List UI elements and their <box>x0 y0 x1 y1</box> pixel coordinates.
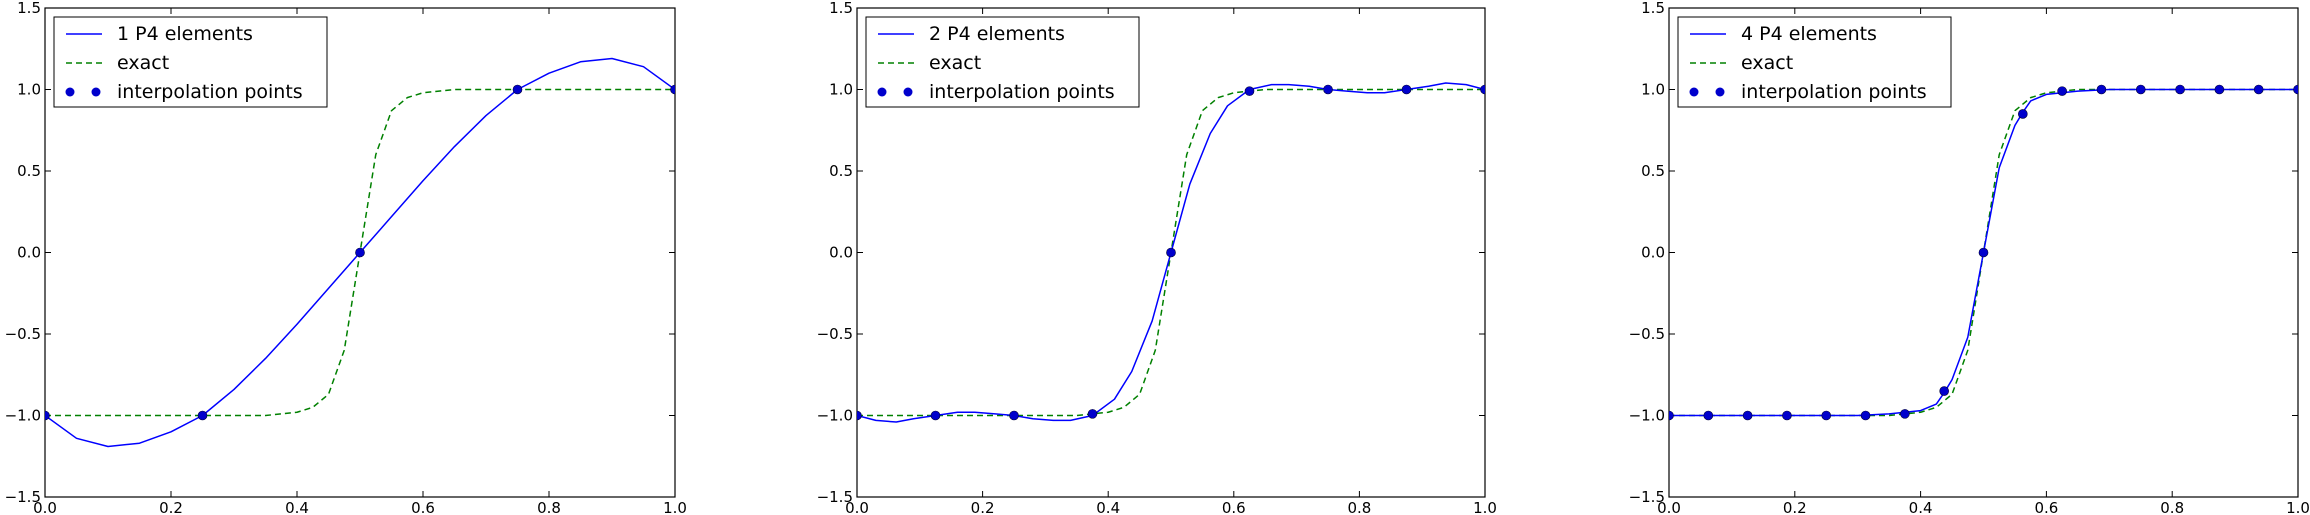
interpolation-point <box>1009 410 1019 421</box>
legend-label: interpolation points <box>117 81 303 103</box>
x-tick-label: 1.0 <box>663 499 687 515</box>
interpolation-point <box>1978 247 1989 258</box>
y-tick-label: 1.0 <box>829 81 853 99</box>
interpolation-point <box>2057 86 2067 96</box>
interpolation-point <box>1939 386 1949 396</box>
y-tick-label: 0.5 <box>17 162 41 180</box>
interpolation-point <box>512 84 523 95</box>
interpolation-point <box>1703 410 1714 421</box>
legend-label: interpolation points <box>1741 81 1927 103</box>
y-tick-label: 0.0 <box>17 244 41 262</box>
interpolation-point <box>1821 410 1832 421</box>
y-tick-label: −0.5 <box>1629 325 1665 343</box>
legend-label: exact <box>117 52 169 74</box>
interpolation-point <box>2293 84 2298 95</box>
x-tick-label: 0.4 <box>285 499 309 515</box>
y-tick-label: 0.5 <box>1641 162 1665 180</box>
interpolation-point <box>2175 84 2185 95</box>
legend-marker <box>903 87 913 97</box>
interpolation-point <box>1860 410 1871 421</box>
legend-label: exact <box>929 52 981 74</box>
interpolation-point <box>1782 410 1792 421</box>
y-tick-label: 0.0 <box>829 244 853 262</box>
legend: 1 P4 elements exact interpolation points <box>53 16 328 108</box>
x-tick-label: 0.2 <box>159 499 183 515</box>
legend: 4 P4 elements exact interpolation points <box>1677 16 1952 108</box>
x-tick-label: 0.8 <box>2160 499 2184 515</box>
y-tick-label: 1.5 <box>1641 0 1665 17</box>
interpolation-point <box>2253 84 2264 95</box>
x-tick-label: 0.8 <box>537 499 561 515</box>
legend-label: exact <box>1741 52 1793 74</box>
legend: 2 P4 elements exact interpolation points <box>865 16 1140 108</box>
plot-area <box>1669 84 2298 421</box>
y-tick-label: −0.5 <box>817 325 853 343</box>
interpolation-point <box>1742 410 1753 421</box>
interpolation-point <box>1244 86 1255 96</box>
interpolation-point <box>45 410 50 421</box>
interpolation-point <box>1323 84 1333 95</box>
interpolation-point <box>670 84 675 95</box>
x-tick-label: 0.6 <box>2034 499 2058 515</box>
y-tick-label: 1.5 <box>829 0 853 17</box>
interpolation-point <box>1087 409 1098 419</box>
y-tick-label: 0.5 <box>829 162 853 180</box>
y-tick-label: −1.0 <box>5 407 41 425</box>
interpolation-point <box>2214 84 2225 95</box>
interpolation-point <box>2096 84 2107 95</box>
legend-marker <box>65 87 75 97</box>
legend-marker <box>91 87 101 97</box>
legend-marker <box>877 87 887 97</box>
x-tick-label: 0.4 <box>1096 499 1120 515</box>
x-tick-label: 0.2 <box>971 499 995 515</box>
x-tick-label: 0.8 <box>1347 499 1371 515</box>
interpolation-point <box>2135 84 2146 95</box>
plot-area <box>45 57 675 448</box>
legend-label: 2 P4 elements <box>929 23 1065 45</box>
plot-area <box>857 82 1485 423</box>
y-tick-label: −1.0 <box>1629 407 1665 425</box>
y-tick-label: 0.0 <box>1641 244 1665 262</box>
x-tick-label: 0.0 <box>1657 499 1681 515</box>
interpolation-point <box>1401 84 1412 95</box>
x-tick-label: 1.0 <box>2286 499 2310 515</box>
y-tick-label: 1.0 <box>17 81 41 99</box>
x-tick-label: 0.0 <box>33 499 57 515</box>
legend-label: 4 P4 elements <box>1741 23 1877 45</box>
y-tick-label: −1.5 <box>817 488 853 506</box>
interpolation-point <box>1480 84 1485 95</box>
legend-label: 1 P4 elements <box>117 23 253 45</box>
x-tick-label: 0.2 <box>1783 499 1807 515</box>
interpolation-point <box>2018 109 2028 119</box>
y-tick-label: 1.5 <box>17 0 41 17</box>
legend-marker <box>1689 87 1699 97</box>
chart-panel-2: 0.0 0.2 0.4 0.6 0.8 1.0 1.5 1.0 0.5 0.0 −0.5 −1.0 −1… <box>817 0 1497 515</box>
chart-panel-3: 0.0 0.2 0.4 0.6 0.8 1.0 1.5 1.0 0.5 0.0 −0.5 −1.0 −1… <box>1629 0 2310 515</box>
x-tick-label: 0.6 <box>1222 499 1246 515</box>
interpolation-point <box>1669 410 1674 421</box>
interpolation-point <box>1166 247 1176 258</box>
x-tick-label: 0.4 <box>1909 499 1933 515</box>
x-tick-label: 0.6 <box>411 499 435 515</box>
legend-label: interpolation points <box>929 81 1115 103</box>
y-tick-label: −1.5 <box>1629 488 1665 506</box>
interpolation-point <box>1900 409 1910 419</box>
interpolation-point <box>197 410 208 421</box>
x-tick-label: 0.0 <box>845 499 869 515</box>
legend-marker <box>1715 87 1725 97</box>
interpolation-point <box>930 410 941 421</box>
interpolation-point <box>857 410 862 421</box>
y-tick-label: 1.0 <box>1641 81 1665 99</box>
y-tick-label: −0.5 <box>5 325 41 343</box>
y-tick-label: −1.0 <box>817 407 853 425</box>
y-tick-label: −1.5 <box>5 488 41 506</box>
chart-panel-1: 0.0 0.2 0.4 0.6 0.8 1.0 1.5 1.0 0.5 0.0 −0.5 −1.0 −1… <box>5 0 687 515</box>
x-tick-label: 1.0 <box>1473 499 1497 515</box>
interpolation-point <box>355 247 365 258</box>
